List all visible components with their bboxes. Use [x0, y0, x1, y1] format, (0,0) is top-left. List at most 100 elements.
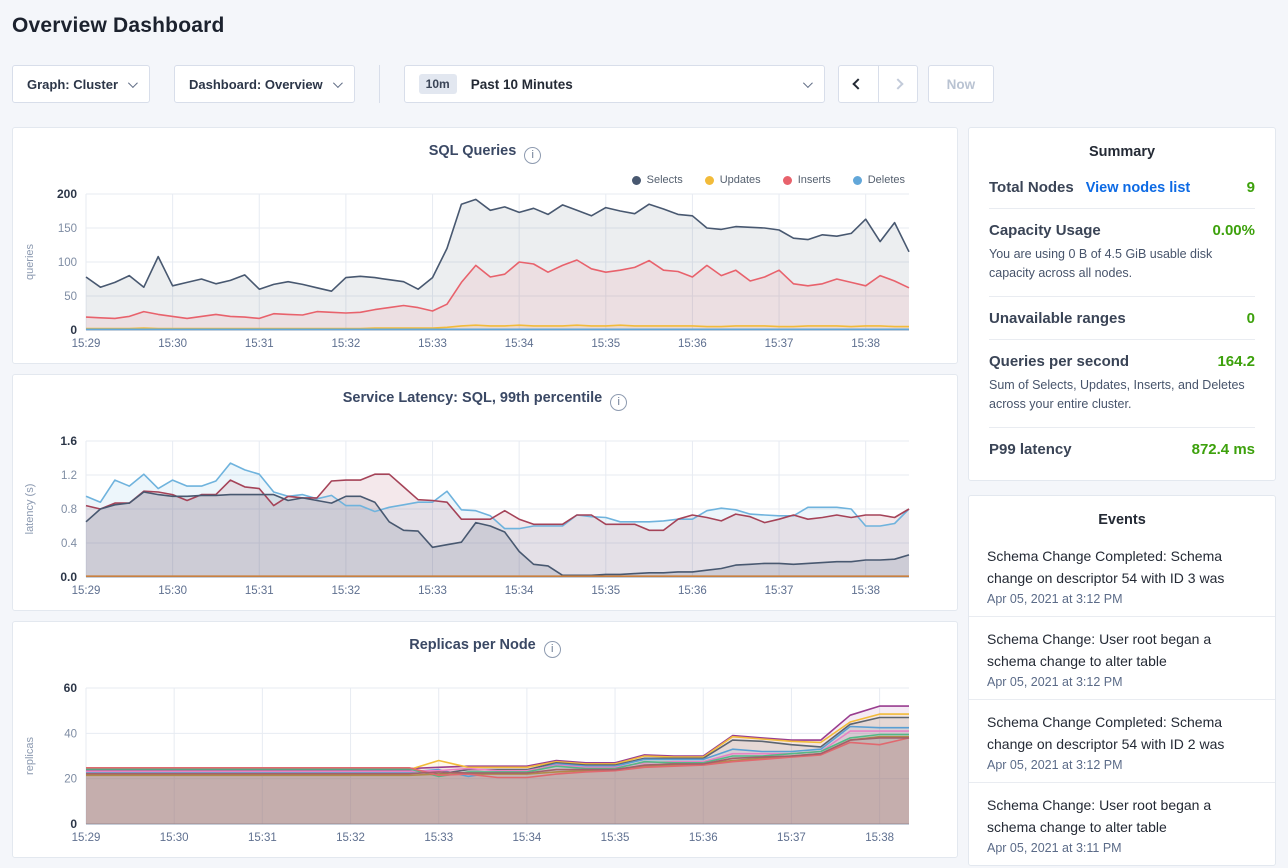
svg-text:150: 150	[58, 223, 77, 235]
svg-text:15:36: 15:36	[678, 338, 707, 350]
summary-row: Total Nodes View nodes list 9	[989, 166, 1255, 209]
legend-dot-icon	[704, 175, 714, 185]
svg-text:0.4: 0.4	[61, 538, 78, 550]
dashboard-dropdown[interactable]: Dashboard: Overview	[174, 65, 355, 103]
info-icon[interactable]: i	[524, 147, 542, 164]
toolbar: Graph: Cluster Dashboard: Overview 10m P…	[12, 65, 1276, 103]
time-forward-button[interactable]	[877, 66, 917, 102]
sql-queries-chart[interactable]: 0 50 100 150 200 15:29 15:30 15:31 15:32 15:33 15:…	[13, 182, 959, 354]
svg-text:0: 0	[70, 817, 77, 831]
svg-text:15:33: 15:33	[418, 338, 447, 350]
svg-text:0.0: 0.0	[60, 570, 77, 584]
svg-text:15:29: 15:29	[72, 832, 101, 844]
summary-label: Unavailable ranges	[989, 309, 1126, 327]
chart-title-text: SQL Queries	[428, 143, 517, 159]
summary-row: Queries per second 164.2 Sum of Selects, U…	[989, 340, 1255, 428]
svg-text:15:32: 15:32	[332, 585, 361, 597]
summary-title: Summary	[1088, 144, 1156, 160]
svg-text:15:33: 15:33	[424, 832, 453, 844]
view-nodes-link[interactable]: View nodes list	[1085, 180, 1191, 196]
svg-text:15:32: 15:32	[336, 832, 365, 844]
replicas-per-node-chart[interactable]: 0 20 40 60 15:29 15:30 15:31 15:32 15:33 15:34 15:…	[13, 676, 959, 848]
event-timestamp: Apr 05, 2021 at 3:12 PM	[987, 758, 1123, 773]
svg-text:15:38: 15:38	[851, 585, 880, 597]
event-timestamp: Apr 05, 2021 at 3:12 PM	[987, 674, 1123, 689]
svg-text:20: 20	[64, 774, 77, 786]
legend-dot-icon	[782, 175, 792, 185]
svg-text:15:37: 15:37	[777, 832, 806, 844]
time-range-selector[interactable]: 10m Past 10 Minutes	[403, 65, 825, 103]
svg-text:15:34: 15:34	[513, 832, 542, 844]
legend-item: Updates	[704, 174, 761, 186]
chart-title: Service Latency: SQL, 99th percentile i	[13, 375, 957, 411]
svg-text:15:36: 15:36	[689, 832, 718, 844]
svg-text:40: 40	[64, 728, 77, 740]
summary-value: 0.00%	[1212, 222, 1255, 239]
svg-text:0: 0	[70, 323, 77, 337]
chevron-down-icon	[332, 77, 343, 88]
chevron-left-icon	[852, 78, 864, 90]
chevron-right-icon	[892, 78, 904, 90]
summary-label: Total Nodes	[989, 179, 1074, 196]
dashboard-content: SQL Queries i Selects Updates Inserts Delete…	[12, 127, 1276, 868]
svg-text:1.6: 1.6	[60, 434, 77, 448]
svg-text:15:36: 15:36	[678, 585, 707, 597]
chart-card-service-latency: Service Latency: SQL, 99th percentile i 0…	[12, 374, 958, 611]
svg-text:15:38: 15:38	[865, 832, 894, 844]
legend-label: Updates	[719, 174, 761, 186]
svg-text:15:33: 15:33	[418, 585, 447, 597]
event-text: Schema Change: User root began a schema …	[987, 797, 1212, 836]
legend-dot-icon	[852, 175, 862, 185]
event-text: Schema Change Completed: Schema change o…	[987, 713, 1225, 753]
now-button[interactable]: Now	[927, 65, 995, 103]
svg-text:15:34: 15:34	[505, 585, 534, 597]
event-item: Schema Change: User root began a schema …	[969, 617, 1275, 700]
summary-value: 872.4 ms	[1191, 440, 1255, 458]
time-range-label: Past 10 Minutes	[470, 76, 573, 92]
svg-text:15:31: 15:31	[245, 585, 274, 597]
legend-label: Selects	[646, 174, 683, 186]
info-icon[interactable]: i	[543, 641, 561, 658]
svg-text:15:31: 15:31	[248, 832, 277, 844]
time-back-button[interactable]	[839, 66, 878, 102]
summary-subtext: Sum of Selects, Updates, Inserts, and De…	[989, 377, 1245, 412]
graph-dropdown-label: Graph: Cluster	[27, 76, 119, 92]
info-icon[interactable]: i	[610, 394, 628, 411]
chevron-down-icon	[802, 77, 813, 88]
service-latency-chart[interactable]: 0.0 0.4 0.8 1.2 1.6 15:29 15:30 15:31 15:32 15:33…	[13, 429, 959, 601]
svg-text:15:35: 15:35	[591, 338, 620, 350]
summary-value: 0	[1246, 309, 1255, 327]
summary-value: 164.2	[1217, 352, 1255, 370]
chart-title-text: Service Latency: SQL, 99th percentile	[342, 390, 603, 406]
summary-panel: Summary Total Nodes View nodes list 9 Capac…	[968, 127, 1276, 481]
legend-label: Inserts	[797, 174, 831, 186]
toolbar-divider	[378, 65, 380, 103]
svg-text:15:29: 15:29	[72, 585, 101, 597]
chart-title: Replicas per Node i	[13, 622, 957, 658]
svg-text:50: 50	[64, 291, 77, 303]
svg-text:15:32: 15:32	[332, 338, 361, 350]
event-timestamp: Apr 05, 2021 at 3:12 PM	[987, 591, 1123, 606]
svg-text:60: 60	[64, 681, 78, 695]
events-title: Events	[1098, 511, 1146, 528]
svg-text:15:31: 15:31	[245, 338, 274, 350]
chart-card-replicas-per-node: Replicas per Node i 0 20 40 60 15:29 15:30 15:3…	[12, 621, 958, 858]
chart-title: SQL Queries i	[13, 128, 957, 164]
summary-value: 9	[1246, 179, 1255, 196]
summary-row: Capacity Usage 0.00% You are using 0 B of …	[989, 209, 1255, 297]
svg-text:15:30: 15:30	[158, 338, 187, 350]
svg-text:15:35: 15:35	[601, 832, 630, 844]
svg-text:1.2: 1.2	[61, 470, 77, 482]
legend-label: Deletes	[867, 174, 905, 186]
summary-row: P99 latency 872.4 ms	[989, 428, 1255, 470]
chart-title-text: Replicas per Node	[409, 637, 536, 653]
graph-dropdown[interactable]: Graph: Cluster	[12, 65, 151, 103]
event-timestamp: Apr 05, 2021 at 3:11 PM	[987, 841, 1122, 856]
dashboard-dropdown-label: Dashboard: Overview	[189, 76, 323, 92]
summary-label: Queries per second	[989, 352, 1130, 370]
events-list: Schema Change Completed: Schema change o…	[969, 534, 1275, 866]
legend-dot-icon	[631, 175, 641, 185]
svg-text:15:30: 15:30	[158, 585, 187, 597]
event-text: Schema Change Completed: Schema change o…	[987, 547, 1225, 586]
